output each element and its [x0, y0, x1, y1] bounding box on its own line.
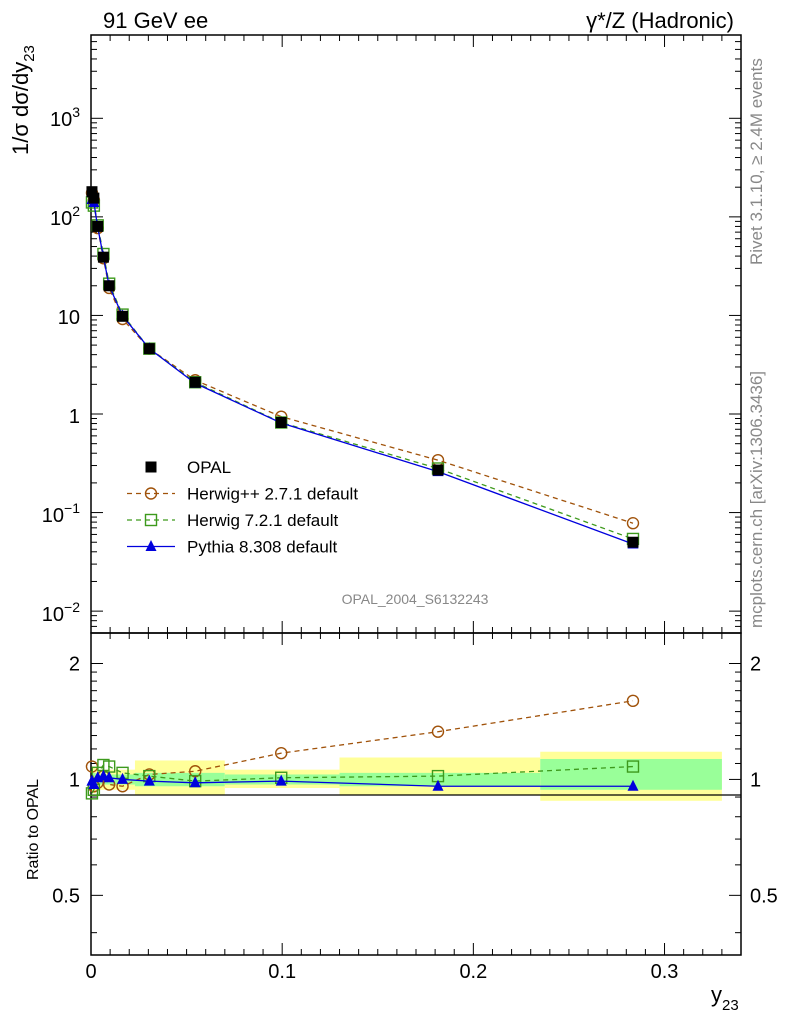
- main-point-opal: [275, 416, 287, 428]
- ratio-ticklabels: 2 2 1 1 0.5 0.5: [52, 653, 778, 907]
- legend-label: Pythia 8.308 default: [187, 538, 338, 557]
- ytick-1e-2: 10−2: [42, 599, 80, 626]
- ratio-point-herwig-7-2-1-default: [626, 760, 640, 773]
- main-point-opal: [627, 536, 639, 548]
- ratio-line-herwig-7-2-1-default: [91, 764, 634, 794]
- main-point-opal: [88, 192, 100, 204]
- main-point-opal: [117, 310, 129, 322]
- main-line-herwig-7-2-1-default: [91, 202, 634, 540]
- ytick-1e2: 102: [50, 203, 80, 230]
- ytick-1: 1: [69, 406, 80, 428]
- main-y-ticklabels: 10−2 10−1 1 10 102 103: [42, 104, 80, 626]
- ratio-point-pythia-8-308-default: [189, 776, 201, 788]
- ylabel-main: 1/σ dσ/dy23: [8, 45, 38, 155]
- series-layer: [85, 186, 640, 800]
- ratio-ytick-label-right: 0.5: [750, 885, 778, 907]
- ratio-ytick-label: 2: [69, 653, 80, 675]
- series-herwig-2-7-1-default: [85, 186, 640, 793]
- xtick-label: 0.3: [651, 961, 679, 983]
- legend-marker: [144, 513, 158, 527]
- legend-marker: [144, 487, 158, 500]
- main-point-herwig-2-7-1-default: [431, 453, 445, 467]
- ratio-point-pythia-8-308-default: [103, 771, 115, 783]
- ytick-1e3: 103: [50, 104, 80, 131]
- main-point-opal: [432, 464, 444, 476]
- ratio-ytick-label: 0.5: [52, 885, 80, 907]
- main-point-opal: [143, 343, 155, 355]
- main-point-opal: [86, 186, 98, 198]
- ratio-ytick-label-right: 2: [750, 653, 761, 675]
- main-point-opal: [92, 220, 104, 232]
- series-pythia-8-308-default: [86, 193, 639, 791]
- mcplots-label: mcplots.cern.ch [arXiv:1306.3436]: [747, 371, 766, 628]
- ratio-point-pythia-8-308-default: [627, 779, 639, 791]
- main-point-opal: [189, 376, 201, 388]
- band-green-1: [95, 774, 135, 785]
- ratio-point-herwig-2-7-1-default: [431, 725, 445, 738]
- ytick-1e-1: 10−1: [42, 500, 80, 527]
- axis-ticks: [90, 34, 742, 955]
- legend: OPAL Herwig++ 2.7.1 default Herwig 7.2.1 d…: [127, 458, 358, 557]
- xtick-label: 0.1: [268, 961, 296, 983]
- series-opal: [86, 186, 639, 548]
- main-line-pythia-8-308-default: [91, 199, 634, 545]
- ratio-point-pythia-8-308-default: [275, 774, 287, 786]
- main-line-herwig-2-7-1-default: [91, 192, 634, 524]
- header-left: 91 GeV ee: [103, 8, 208, 33]
- ytick-10: 10: [58, 307, 80, 329]
- legend-item-0: OPAL: [145, 458, 231, 477]
- ratio-point-pythia-8-308-default: [117, 772, 129, 784]
- ratio-point-pythia-8-308-default: [88, 778, 100, 790]
- xtick-label: 0.2: [459, 961, 487, 983]
- ylabel-ratio: Ratio to OPAL: [25, 779, 42, 880]
- legend-label: Herwig++ 2.7.1 default: [187, 485, 358, 504]
- legend-marker: [145, 461, 157, 473]
- main-point-opal: [97, 251, 109, 263]
- ratio-ytick-label-right: 1: [750, 769, 761, 791]
- main-point-herwig-2-7-1-default: [626, 517, 640, 530]
- xtick-label: 0: [85, 961, 96, 983]
- header-right: γ*/Z (Hadronic): [586, 8, 734, 33]
- legend-item-1: Herwig++ 2.7.1 default: [127, 485, 358, 504]
- analysis-watermark: OPAL_2004_S6132243: [342, 591, 489, 607]
- ratio-ytick-label: 1: [69, 769, 80, 791]
- legend-marker: [145, 540, 157, 551]
- legend-label: Herwig 7.2.1 default: [187, 511, 338, 530]
- ratio-point-herwig-2-7-1-default: [626, 694, 640, 708]
- legend-label: OPAL: [187, 458, 231, 477]
- x-ticklabels: 0 0.1 0.2 0.3: [85, 961, 678, 983]
- legend-item-3: Pythia 8.308 default: [127, 538, 338, 557]
- legend-item-2: Herwig 7.2.1 default: [127, 511, 338, 530]
- main-point-opal: [103, 280, 115, 292]
- ratio-point-herwig-2-7-1-default: [275, 746, 288, 760]
- ratio-line-herwig-2-7-1-default: [91, 700, 634, 788]
- rivet-label: Rivet 3.1.10, ≥ 2.4M events: [747, 58, 766, 265]
- ratio-point-pythia-8-308-default: [143, 774, 155, 786]
- xlabel: y23: [711, 982, 739, 1014]
- ratio-point-pythia-8-308-default: [432, 779, 444, 791]
